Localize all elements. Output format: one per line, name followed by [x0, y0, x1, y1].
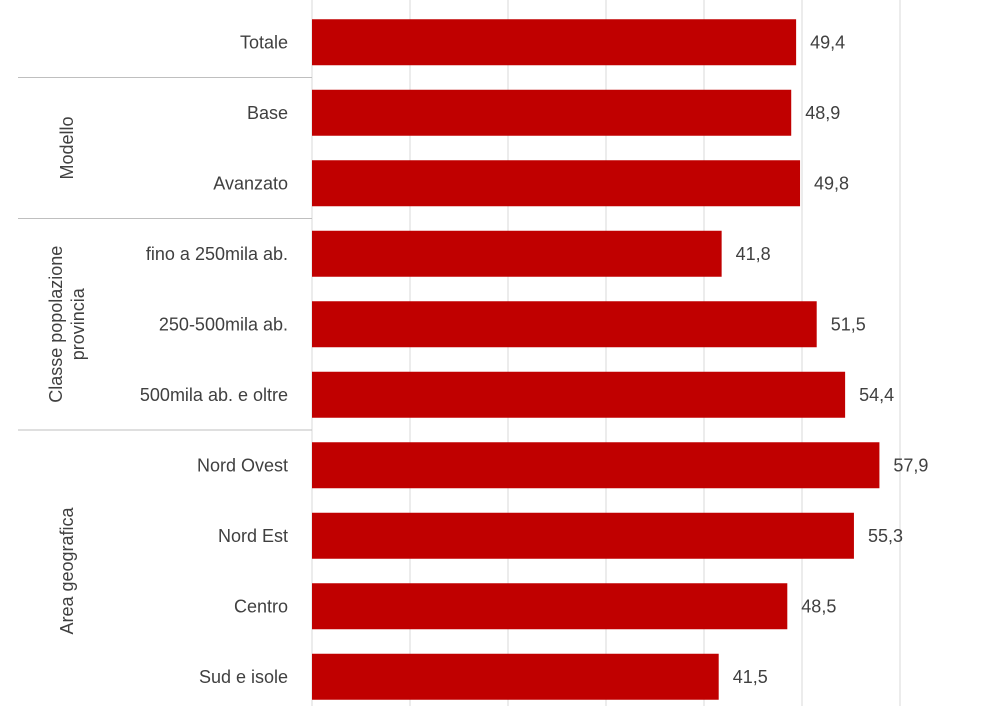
bar	[312, 512, 854, 559]
category-label: Sud e isole	[199, 667, 288, 687]
value-label: 54,4	[859, 385, 894, 405]
category-label: Centro	[234, 596, 288, 616]
category-label: Nord Est	[218, 526, 288, 546]
bar	[312, 442, 880, 489]
value-label: 51,5	[831, 314, 866, 334]
bar	[312, 583, 788, 630]
value-label: 57,9	[893, 455, 928, 475]
bar	[312, 653, 719, 700]
group-label: provincia	[68, 287, 88, 360]
bar	[312, 160, 801, 207]
bar	[312, 89, 792, 136]
category-label: fino a 250mila ab.	[146, 244, 288, 264]
value-label: 55,3	[868, 526, 903, 546]
group-separators	[18, 77, 312, 431]
category-label: Base	[247, 103, 288, 123]
bar	[312, 19, 797, 66]
value-labels: 49,4 48,9 49,8 41,8 51,5 54,4 57,9 55,3 48,5 41,5	[733, 32, 929, 687]
category-label: Totale	[240, 32, 288, 52]
category-labels: Totale Base Avanzato fino a 250mila ab. 250-…	[140, 32, 288, 687]
group-labels: Modello Classe popolazione provincia Area g…	[46, 116, 88, 634]
value-label: 49,8	[814, 173, 849, 193]
category-label: Nord Ovest	[197, 455, 288, 475]
group-label: Classe popolazione	[46, 246, 66, 403]
bar	[312, 301, 817, 348]
category-label: Avanzato	[213, 173, 288, 193]
bars	[312, 19, 880, 700]
value-label: 41,8	[736, 244, 771, 264]
group-label: Area geografica	[57, 506, 77, 634]
category-label: 500mila ab. e oltre	[140, 385, 288, 405]
value-label: 48,5	[801, 596, 836, 616]
bar	[312, 371, 846, 418]
category-label: 250-500mila ab.	[159, 314, 288, 334]
group-label: Modello	[57, 116, 77, 179]
value-label: 41,5	[733, 667, 768, 687]
value-label: 49,4	[810, 32, 845, 52]
value-label: 48,9	[805, 103, 840, 123]
bar	[312, 230, 722, 277]
